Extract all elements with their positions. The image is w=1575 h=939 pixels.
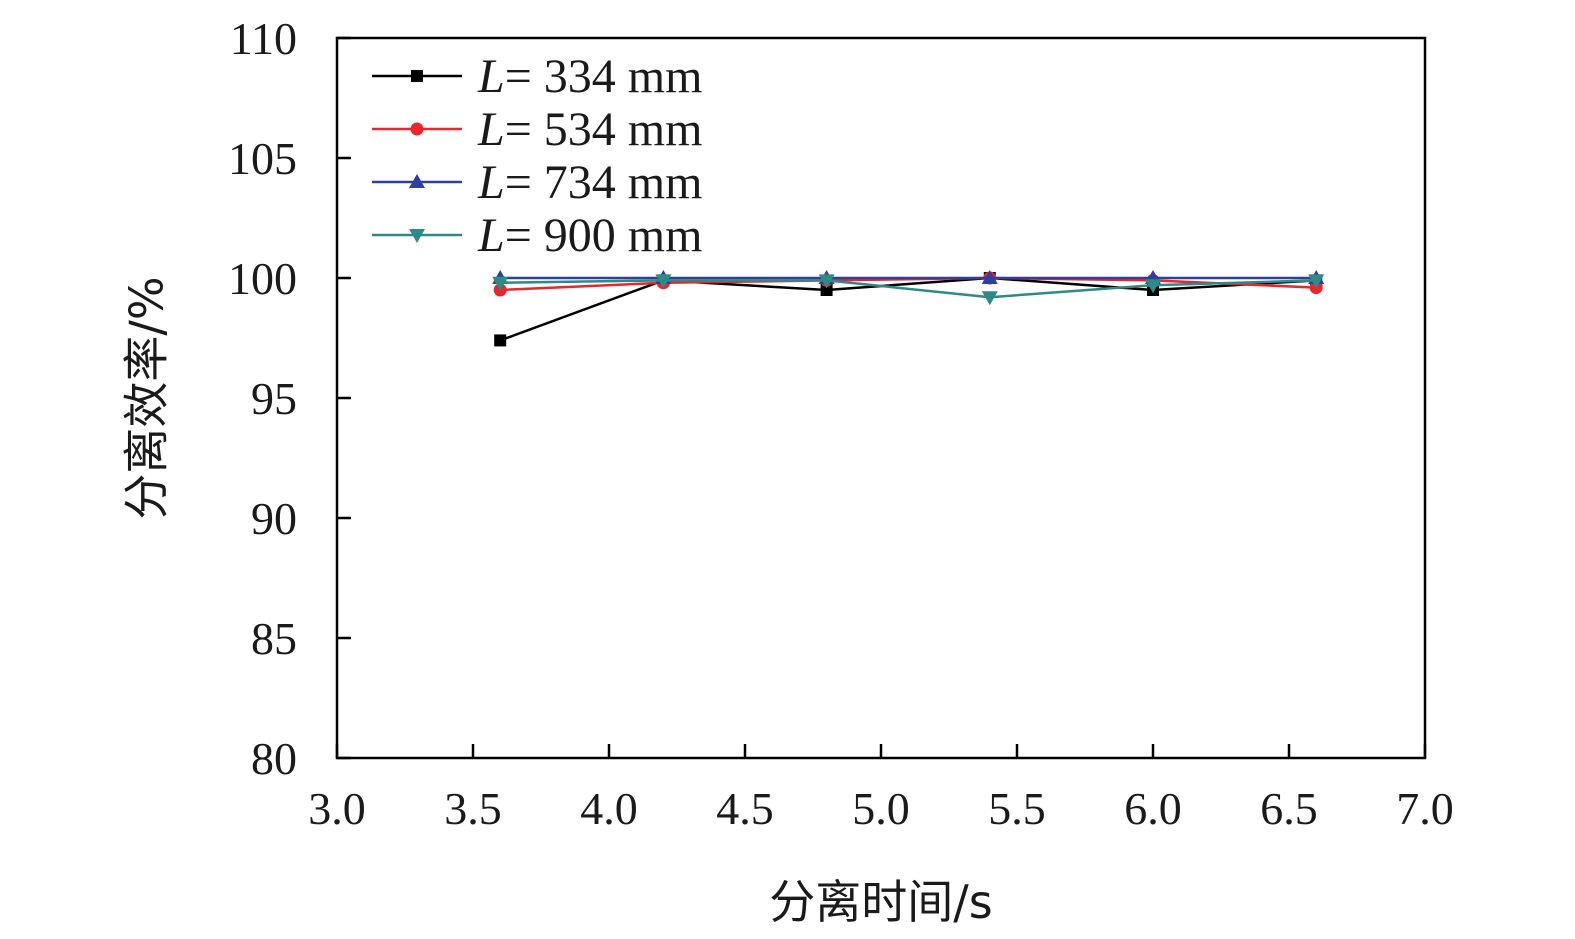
legend-swatch-marker [409,229,425,243]
legend-swatch-marker [411,70,423,82]
data-point [818,274,835,289]
x-tick-label: 6.5 [1260,783,1318,834]
x-tick-label: 6.0 [1124,783,1182,834]
x-tick-label: 4.5 [716,783,774,834]
series-3 [492,274,1325,306]
x-axis-title: 分离时间/s [769,875,992,929]
x-tick-label: 5.5 [988,783,1046,834]
y-tick-label: 105 [228,133,297,184]
legend-item: L= 900 mm [372,209,702,262]
y-axis-title: 分离效率/% [120,276,174,519]
y-tick-label: 95 [251,373,297,424]
legend-item: L= 334 mm [372,50,702,103]
data-point [981,270,998,284]
y-tick-label: 90 [251,493,297,544]
legend-swatch-marker [410,122,424,136]
x-tick-label: 3.5 [444,783,502,834]
data-point [655,274,672,289]
series-layer [492,270,1325,347]
legend-label: L= 534 mm [477,103,702,156]
y-tick-label: 110 [230,13,297,64]
data-point [981,291,998,306]
legend-label: L= 734 mm [477,156,702,209]
series-line [500,279,1317,299]
legend: L= 334 mmL= 534 mmL= 734 mmL= 900 mm [372,50,702,262]
y-tick-label: 85 [251,613,297,664]
legend-item: L= 734 mm [372,156,702,209]
data-point [820,284,833,296]
legend-label-var: L [477,209,505,262]
x-tick-label: 5.0 [852,783,910,834]
ticks-layer: 3.0 3.5 4.0 4.5 5.0 5.5 6.0 6.5 7.0 80 85 90 95 100 10… [228,13,1454,834]
y-tick-label: 80 [251,733,297,784]
data-point [1308,274,1325,289]
legend-label-rest: = 900 mm [505,209,703,262]
data-point [494,334,507,347]
legend-label-var: L [477,103,505,156]
x-tick-label: 7.0 [1396,783,1454,834]
legend-swatch-marker [409,174,425,188]
legend-label: L= 334 mm [477,50,702,103]
series-line [499,276,1317,342]
legend-item: L= 534 mm [372,103,702,156]
legend-label-rest: = 534 mm [505,103,703,156]
legend-label-var: L [477,50,505,103]
data-point [1145,279,1161,294]
y-tick-label: 100 [228,253,297,304]
plot-frame [335,36,1427,760]
legend-label-rest: = 734 mm [505,156,703,209]
legend-label-rest: = 334 mm [505,50,703,103]
x-tick-label: 4.0 [580,783,638,834]
data-point [492,276,509,291]
legend-label: L= 900 mm [477,209,702,262]
legend-label-var: L [477,156,505,209]
x-tick-label: 3.0 [308,783,366,834]
